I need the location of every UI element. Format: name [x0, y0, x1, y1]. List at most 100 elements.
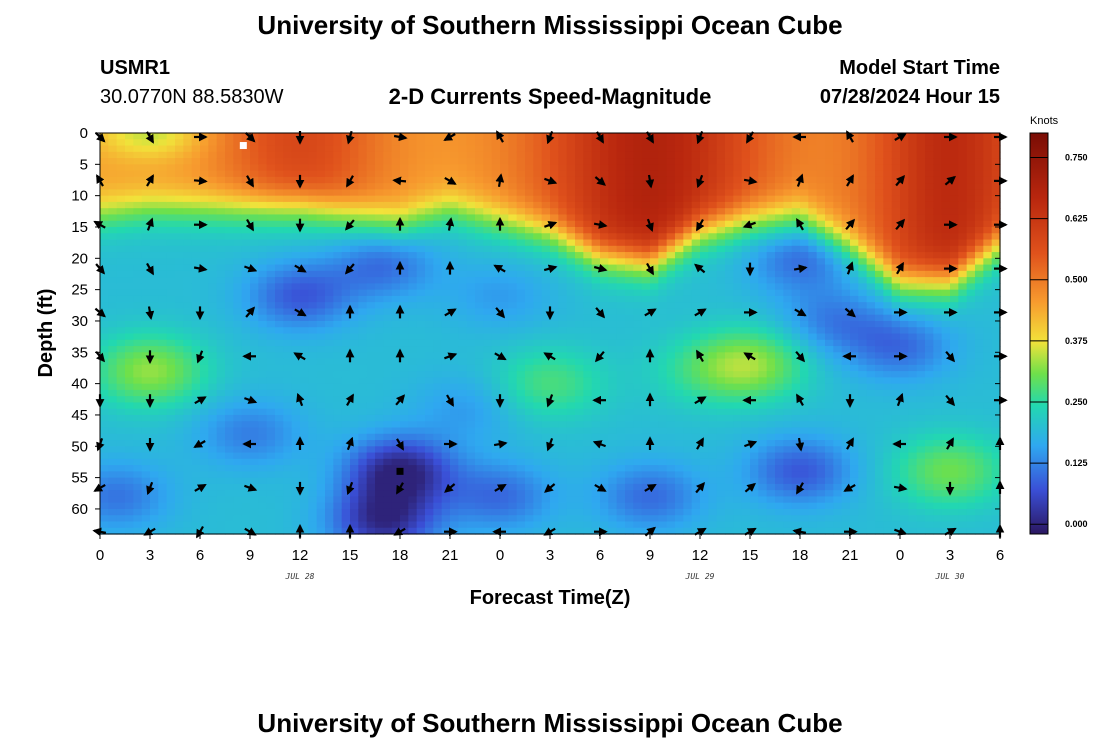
heatmap-cell: [616, 408, 626, 416]
heatmap-cell: [583, 139, 593, 147]
heatmap-cell: [508, 515, 518, 523]
heatmap-cell: [275, 521, 284, 529]
heatmap-cell: [566, 320, 576, 328]
heatmap-cell: [391, 408, 401, 416]
heatmap-cell: [183, 239, 193, 247]
heatmap-cell: [625, 320, 634, 328]
heatmap-cell: [141, 151, 151, 159]
heatmap-cell: [408, 339, 418, 347]
heatmap-cell: [558, 471, 568, 479]
heatmap-cell: [408, 183, 418, 190]
heatmap-cell: [100, 515, 109, 523]
heatmap-cell: [733, 183, 743, 190]
heatmap-cell: [200, 183, 209, 190]
heatmap-cell: [175, 508, 184, 516]
heatmap-cell: [266, 452, 276, 460]
heatmap-cell: [125, 252, 134, 259]
heatmap-cell: [125, 133, 134, 140]
heatmap-cell: [666, 158, 676, 165]
heatmap-cell: [516, 245, 526, 253]
heatmap-cell: [441, 508, 451, 516]
heatmap-cell: [350, 346, 359, 353]
heatmap-cell: [716, 339, 726, 347]
heatmap-cell: [541, 252, 551, 259]
heatmap-cell: [408, 233, 418, 241]
heatmap-cell: [183, 452, 193, 460]
heatmap-cell: [100, 295, 109, 303]
heatmap-cell: [283, 358, 293, 366]
heatmap-cell: [691, 427, 701, 435]
heatmap-cell: [308, 189, 318, 197]
heatmap-cell: [350, 289, 359, 297]
heatmap-cell: [333, 477, 343, 485]
heatmap-cell: [341, 402, 351, 410]
heatmap-cell: [500, 220, 509, 228]
heatmap-cell: [233, 258, 243, 266]
heatmap-cell: [241, 452, 251, 460]
heatmap-cell: [366, 471, 376, 479]
heatmap-cell: [200, 408, 209, 416]
heatmap-cell: [375, 364, 384, 372]
heatmap-cell: [166, 515, 176, 523]
heatmap-cell: [583, 339, 593, 347]
heatmap-cell: [600, 414, 609, 422]
heatmap-cell: [141, 183, 151, 190]
heatmap-cell: [300, 139, 309, 147]
heatmap-cell: [125, 358, 134, 366]
heatmap-cell: [700, 446, 709, 454]
heatmap-cell: [466, 189, 476, 197]
heatmap-cell: [166, 440, 176, 447]
heatmap-cell: [266, 264, 276, 272]
heatmap-cell: [608, 433, 618, 441]
heatmap-cell: [450, 408, 459, 416]
heatmap-cell: [400, 189, 409, 197]
heatmap-cell: [141, 314, 151, 322]
heatmap-cell: [258, 371, 268, 378]
heatmap-cell: [325, 252, 334, 259]
heatmap-cell: [408, 208, 418, 216]
heatmap-cell: [358, 264, 368, 272]
heatmap-cell: [366, 490, 376, 498]
heatmap-cell: [158, 452, 168, 460]
heatmap-cell: [533, 446, 543, 454]
heatmap-cell: [208, 220, 218, 228]
heatmap-cell: [358, 158, 368, 165]
heatmap-cell: [366, 133, 376, 140]
heatmap-cell: [408, 214, 418, 222]
heatmap-cell: [225, 308, 234, 316]
heatmap-cell: [116, 195, 126, 203]
heatmap-cell: [233, 371, 243, 378]
heatmap-cell: [383, 233, 393, 241]
heatmap-cell: [425, 264, 434, 272]
heatmap-cell: [475, 277, 484, 284]
heatmap-cell: [200, 346, 209, 353]
heatmap-cell: [600, 320, 609, 328]
heatmap-cell: [383, 145, 393, 153]
heatmap-cell: [400, 521, 409, 529]
heatmap-cell: [533, 477, 543, 485]
heatmap-cell: [383, 208, 393, 216]
heatmap-cell: [250, 408, 259, 416]
heatmap-cell: [200, 151, 209, 159]
heatmap-cell: [441, 371, 451, 378]
heatmap-cell: [441, 164, 451, 172]
heatmap-cell: [116, 226, 126, 234]
heatmap-cell: [533, 358, 543, 366]
heatmap-cell: [325, 490, 334, 498]
heatmap-cell: [133, 164, 143, 172]
heatmap-cell: [500, 383, 509, 391]
heatmap-cell: [641, 289, 651, 297]
heatmap-cell: [708, 389, 718, 397]
heatmap-cell: [591, 258, 601, 266]
heatmap-cell: [591, 201, 601, 209]
heatmap-cell: [666, 145, 676, 153]
heatmap-cell: [658, 308, 668, 316]
heatmap-cell: [141, 496, 151, 504]
heatmap-cell: [308, 389, 318, 397]
heatmap-cell: [633, 433, 643, 441]
heatmap-cell: [158, 164, 168, 172]
heatmap-cell: [508, 527, 518, 535]
heatmap-cell: [358, 408, 368, 416]
heatmap-cell: [558, 170, 568, 178]
heatmap-cell: [300, 208, 309, 216]
